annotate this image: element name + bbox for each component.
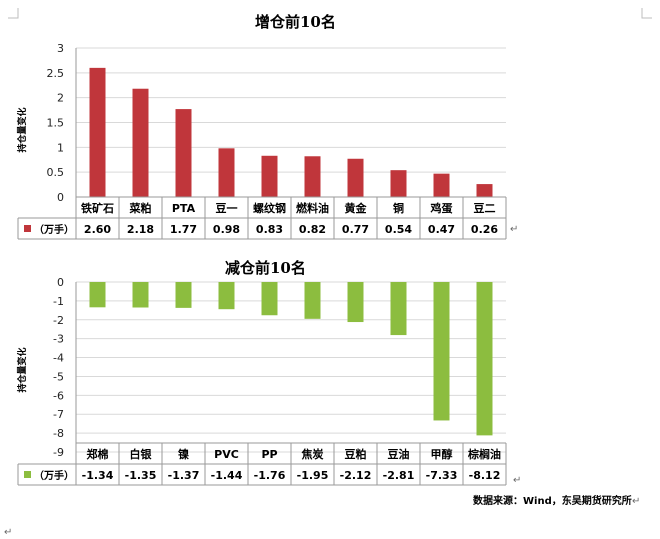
chart1-category-label: PTA xyxy=(172,202,196,215)
chart1-ylabel: 持仓量变化 xyxy=(16,107,28,152)
return-mark-3: ↵ xyxy=(632,496,640,507)
chart1-value-label: 2.18 xyxy=(127,223,154,236)
chart1-title: 增仓前10名 xyxy=(255,13,336,31)
chart1-bar xyxy=(304,156,321,197)
return-mark-4: ↵ xyxy=(4,527,12,538)
chart2-category-label: 焦炭 xyxy=(301,447,324,461)
chart1-category-label: 黄金 xyxy=(345,201,368,215)
chart1-bar xyxy=(132,88,149,197)
source-note: 数据来源：Wind，东吴期货研究所 xyxy=(473,494,632,507)
chart2-bar xyxy=(304,282,321,319)
chart2-value-label: -2.81 xyxy=(383,469,415,482)
chart2-value-label: -7.33 xyxy=(426,469,458,482)
chart2-category-label: 豆粕 xyxy=(345,447,367,461)
svg-text:持仓量变化: 持仓量变化 xyxy=(16,347,28,392)
chart2-bar xyxy=(433,282,450,421)
chart2-category-label: 镍 xyxy=(178,447,189,461)
chart1-ytick-label: 0.5 xyxy=(47,166,65,179)
chart1-category-label: 铜 xyxy=(392,201,404,215)
chart1-value-label: 0.82 xyxy=(299,223,326,236)
chart1-value-label: 0.77 xyxy=(342,223,369,236)
chart1-value-label: 0.98 xyxy=(213,223,240,236)
chart1-category-label: 豆二 xyxy=(474,202,496,215)
chart2-bar xyxy=(218,282,235,310)
chart2-bar xyxy=(132,282,149,308)
chart2-ytick-label: -8 xyxy=(53,427,64,440)
chart1-bar xyxy=(261,155,278,197)
chart2-value-label: -1.95 xyxy=(297,469,329,482)
chart2-bar xyxy=(175,282,192,308)
chart2-category-label: 豆油 xyxy=(388,447,410,461)
chart1-category-label: 燃料油 xyxy=(295,201,329,215)
chart2-ytick-label: 0 xyxy=(57,276,64,289)
chart1-bar xyxy=(433,173,450,197)
chart1-bar xyxy=(218,148,235,197)
chart2-ytick-label: -6 xyxy=(53,389,64,402)
chart2-bar xyxy=(347,282,364,323)
svg-text:持仓量变化: 持仓量变化 xyxy=(16,107,28,152)
chart2-category-label: PP xyxy=(261,448,277,461)
chart2-ytick-label: -7 xyxy=(53,408,64,421)
chart2-value-label: -1.35 xyxy=(125,469,157,482)
chart2-bar xyxy=(390,282,407,336)
chart1-category-label: 螺纹钢 xyxy=(253,201,286,215)
chart2-category-label: 白银 xyxy=(130,447,153,461)
page-corner-mark xyxy=(8,8,19,19)
chart1-ytick-label: 3 xyxy=(57,42,64,55)
return-mark-2: ↵ xyxy=(513,475,521,486)
chart1-legend-swatch xyxy=(24,225,31,232)
chart2-value-label: -8.12 xyxy=(469,469,501,482)
chart2-bar xyxy=(476,282,493,436)
chart2-value-label: -1.76 xyxy=(254,469,286,482)
chart1-ytick-label: 1 xyxy=(57,141,64,154)
chart1-value-label: 1.77 xyxy=(170,223,197,236)
chart1-ytick-label: 0 xyxy=(57,191,64,204)
page-corner-mark-right xyxy=(641,8,652,19)
chart2-ytick-label: -2 xyxy=(53,314,64,327)
chart1-category-label: 豆一 xyxy=(216,202,238,215)
chart1-bar xyxy=(89,67,106,197)
return-mark: ↵ xyxy=(510,224,518,235)
chart2-category-label: 棕榈油 xyxy=(467,447,501,461)
chart1-value-label: 0.54 xyxy=(385,223,412,236)
chart1-value-label: 0.83 xyxy=(256,223,283,236)
chart1-bar xyxy=(390,170,407,197)
chart2-ytick-label: -1 xyxy=(53,295,64,308)
chart2-ytick-label: -9 xyxy=(53,446,64,459)
chart2-ytick-label: -3 xyxy=(53,333,64,346)
chart2-ytick-label: -4 xyxy=(53,352,64,365)
chart2-ylabel: 持仓量变化 xyxy=(16,347,28,392)
chart1-ytick-label: 2 xyxy=(57,92,64,105)
chart1-bar xyxy=(347,158,364,197)
chart1-value-label: 2.60 xyxy=(84,223,111,236)
chart2-value-label: -1.37 xyxy=(168,469,200,482)
chart2-category-label: PVC xyxy=(214,448,239,461)
chart1-category-label: 铁矿石 xyxy=(81,201,114,215)
chart1-bar xyxy=(476,184,493,197)
chart1-value-label: 0.26 xyxy=(471,223,498,236)
chart1-category-label: 菜粕 xyxy=(129,201,152,215)
chart2-value-label: -2.12 xyxy=(340,469,372,482)
chart2-legend-swatch xyxy=(24,471,31,478)
chart2-category-label: 甲醇 xyxy=(431,447,453,461)
chart1-legend-label: （万手） xyxy=(34,223,74,236)
chart2-ytick-label: -5 xyxy=(53,370,64,383)
chart2-title: 减仓前10名 xyxy=(225,259,306,277)
chart2-legend-label: （万手） xyxy=(34,469,74,482)
chart2-bar xyxy=(261,282,278,316)
chart1-ytick-label: 1.5 xyxy=(47,117,65,130)
chart1-value-label: 0.47 xyxy=(428,223,455,236)
chart2-bar xyxy=(89,282,106,308)
chart1-category-label: 鸡蛋 xyxy=(430,201,454,215)
chart2-category-label: 郑棉 xyxy=(87,447,109,461)
chart1-bar xyxy=(175,109,192,197)
chart2-value-label: -1.34 xyxy=(82,469,114,482)
chart2-value-label: -1.44 xyxy=(211,469,243,482)
chart1-ytick-label: 2.5 xyxy=(47,67,65,80)
